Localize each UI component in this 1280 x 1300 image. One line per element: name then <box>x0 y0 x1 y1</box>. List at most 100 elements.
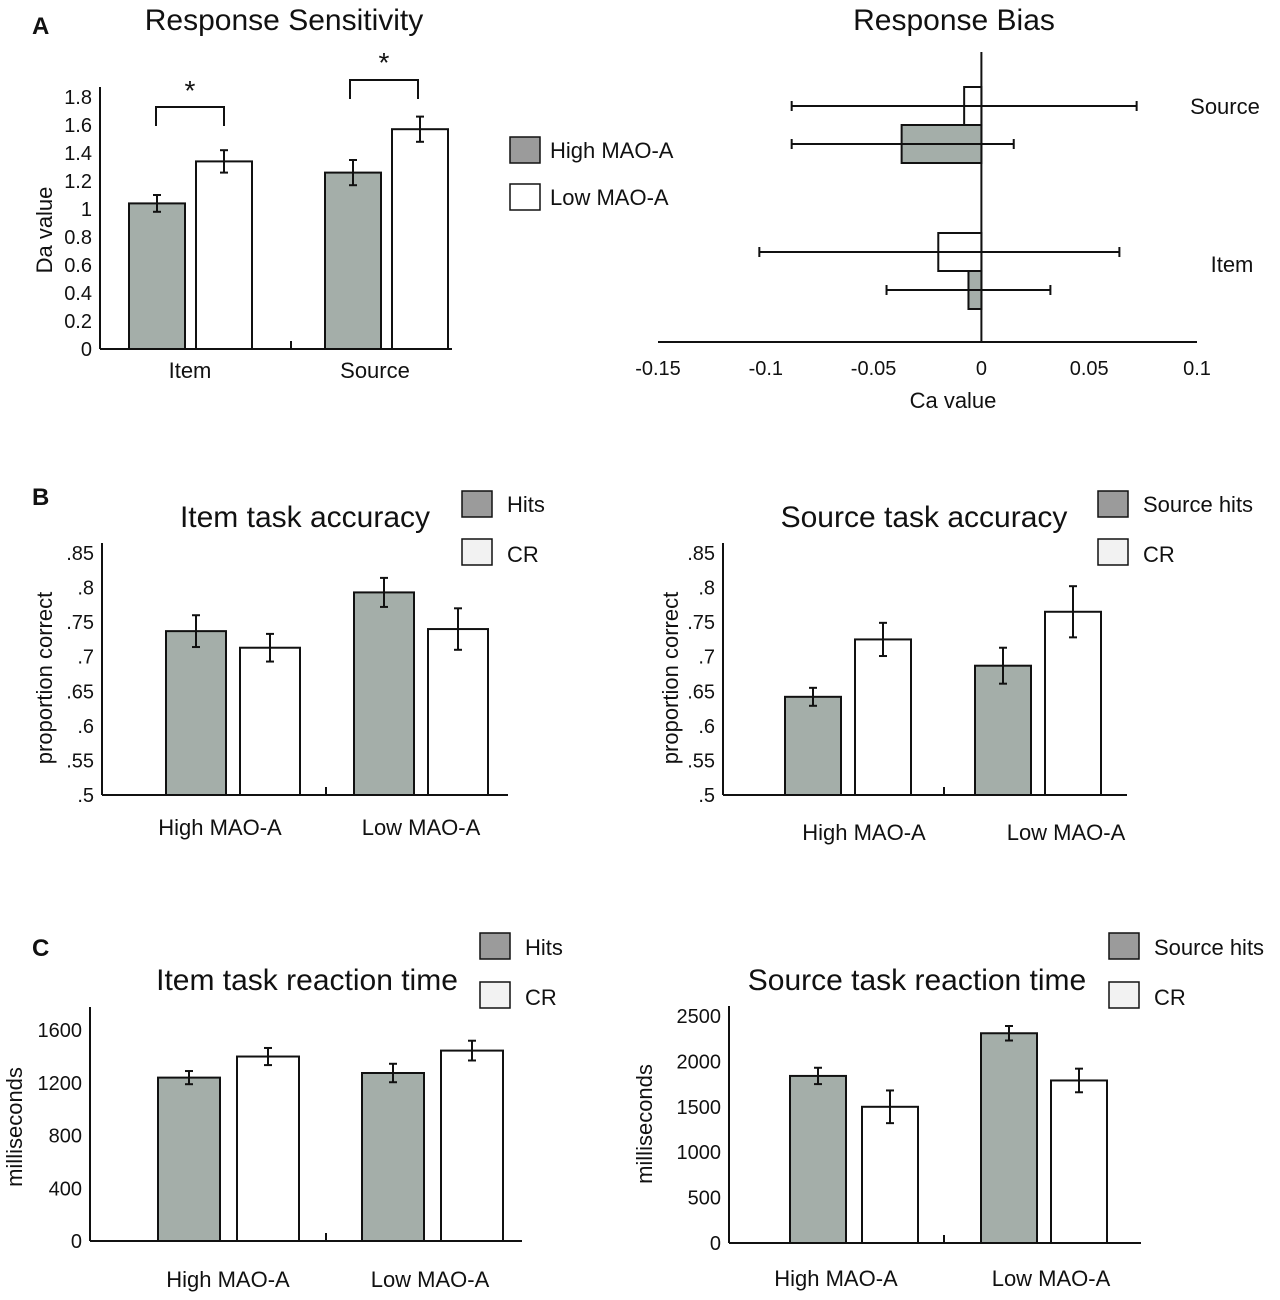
bar-cr <box>440 1049 504 1242</box>
y-tick-label: 0 <box>71 1231 82 1253</box>
y-tick-label: .85 <box>66 543 94 565</box>
chart-item-task-accuracy: Item task accuracy proportion correct .5… <box>32 490 545 840</box>
legend-label-source-hits: Source hits <box>1143 492 1253 517</box>
legend-swatch-cr <box>1097 538 1129 566</box>
significance-star-item: * <box>185 75 196 106</box>
y-tick-label: 1600 <box>38 1020 83 1042</box>
legend-swatch-source-hits <box>1108 932 1140 960</box>
y-tick-label: .55 <box>66 750 94 772</box>
category-label-source: Source <box>1190 94 1260 119</box>
bar-cr <box>239 646 301 796</box>
y-tick-label: 1.6 <box>64 115 92 137</box>
plot-area: .5 .55 .6 .65 .7 .75 .8 .85 <box>66 543 508 807</box>
y-tick-label: 1.4 <box>64 143 92 165</box>
y-axis-label: proportion correct <box>658 592 683 764</box>
legend-swatch-cr <box>461 538 493 566</box>
y-axis-label: milliseconds <box>632 1064 657 1184</box>
x-axis-label: Ca value <box>910 388 997 413</box>
bar-hits <box>353 591 415 797</box>
significance-bracket <box>349 79 419 99</box>
y-tick-label: .8 <box>77 578 94 600</box>
category-label-high-mao: High MAO-A <box>166 1267 290 1292</box>
category-label-high-mao: High MAO-A <box>158 815 282 840</box>
y-axis-label: Da value <box>32 187 57 274</box>
legend-label-cr: CR <box>1154 985 1186 1010</box>
y-tick-label: 0 <box>81 339 92 361</box>
plot-area: -0.15 -0.1 -0.05 0 0.05 0.1 <box>635 52 1211 380</box>
bar-high-mao-a <box>324 171 382 350</box>
chart-title: Response Sensitivity <box>145 4 423 37</box>
x-tick-label: 0.05 <box>1070 358 1109 380</box>
chart-title: Item task reaction time <box>156 964 458 997</box>
significance-star-source: * <box>379 47 390 78</box>
y-tick-label: .8 <box>698 578 715 600</box>
y-tick-label: 2000 <box>677 1051 722 1073</box>
bar-cr <box>427 628 489 796</box>
y-tick-label: 500 <box>688 1188 721 1210</box>
y-tick-label: 0.2 <box>64 311 92 333</box>
category-label-item: Item <box>1211 252 1254 277</box>
y-tick-label: 1500 <box>677 1097 722 1119</box>
legend-swatch-hits <box>461 490 493 518</box>
y-tick-label: 0 <box>710 1233 721 1255</box>
legend-label-hits: Hits <box>525 935 563 960</box>
legend-swatch-low-mao <box>509 183 541 211</box>
legend-label-cr: CR <box>1143 542 1175 567</box>
bar-low-mao-a <box>391 128 449 350</box>
bar-source-hits <box>784 695 842 796</box>
y-tick-label: 0.8 <box>64 227 92 249</box>
panel-letter-c: C <box>32 935 49 962</box>
y-tick-label: 1200 <box>38 1073 83 1095</box>
legend-swatch-source-hits <box>1097 490 1129 518</box>
legend-label-hits: Hits <box>507 492 545 517</box>
x-tick-label: -0.05 <box>851 358 897 380</box>
bar-hits <box>157 1076 221 1243</box>
category-label-low-mao: Low MAO-A <box>371 1267 490 1292</box>
x-tick-label: 0.1 <box>1183 358 1211 380</box>
category-label-high-mao: High MAO-A <box>774 1266 898 1291</box>
plot-area: .5 .55 .6 .65 .7 .75 .8 .85 <box>687 543 1127 807</box>
bar-cr <box>1050 1079 1108 1245</box>
y-tick-label: 400 <box>49 1178 82 1200</box>
y-tick-label: .7 <box>77 647 94 669</box>
x-tick-label: -0.1 <box>749 358 783 380</box>
bar-cr <box>1044 610 1102 796</box>
legend-label-high-mao: High MAO-A <box>550 138 674 163</box>
x-tick-label: -0.15 <box>635 358 681 380</box>
chart-title: Item task accuracy <box>180 501 430 534</box>
bar-source-hits <box>789 1074 847 1244</box>
bar-hits <box>361 1072 425 1242</box>
y-tick-label: 1.2 <box>64 171 92 193</box>
legend-swatch-cr <box>479 981 511 1009</box>
legend-label-cr: CR <box>525 985 557 1010</box>
chart-item-task-reaction-time: Item task reaction time milliseconds 0 40… <box>2 932 563 1292</box>
legend-label-cr: CR <box>507 542 539 567</box>
category-label-low-mao: Low MAO-A <box>1007 820 1126 845</box>
category-label-high-mao: High MAO-A <box>802 820 926 845</box>
legend-swatch-cr <box>1108 981 1140 1009</box>
y-tick-label: .65 <box>687 681 715 703</box>
panel-letter-a: A <box>32 13 49 40</box>
chart-title: Response Bias <box>853 4 1055 37</box>
y-tick-label: 1.8 <box>64 87 92 109</box>
plot-area: 0 0.2 0.4 0.6 0.8 1 1.2 1.4 1.6 1.8 <box>64 79 452 361</box>
bar-cr <box>854 638 912 797</box>
legend-swatch-hits <box>479 932 511 960</box>
y-tick-label: 1000 <box>677 1142 722 1164</box>
bar-hits <box>165 630 227 796</box>
y-tick-label: .7 <box>698 647 715 669</box>
y-tick-label: .85 <box>687 543 715 565</box>
y-axis-label: milliseconds <box>2 1067 27 1187</box>
y-tick-label: 800 <box>49 1126 82 1148</box>
plot-area: 0 500 1000 1500 2000 2500 <box>677 1006 1141 1255</box>
significance-bracket <box>155 106 225 126</box>
bar-source-hits <box>980 1032 1038 1244</box>
y-tick-label: 0.4 <box>64 283 92 305</box>
bar-source-hits <box>974 664 1032 797</box>
y-tick-label: .75 <box>687 612 715 634</box>
y-tick-label: .5 <box>77 785 94 807</box>
legend-mao: High MAO-A Low MAO-A <box>509 136 674 211</box>
bar-low-mao-a <box>195 160 253 350</box>
chart-source-task-reaction-time: Source task reaction time milliseconds 0… <box>632 932 1264 1291</box>
